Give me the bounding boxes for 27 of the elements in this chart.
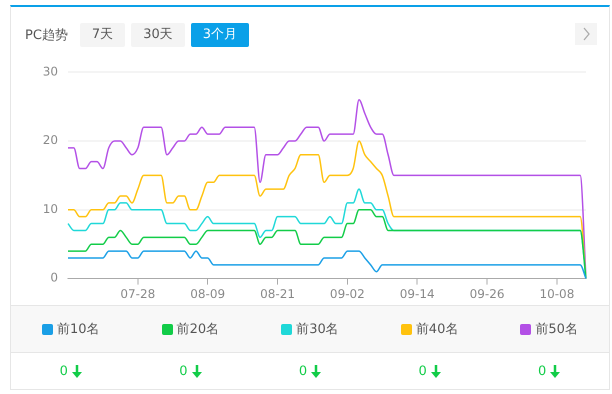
text: 7天 <box>80 23 126 47</box>
text: 0 <box>60 364 68 378</box>
text: 0 <box>298 364 308 378</box>
y-tick-label: 10 <box>42 202 58 216</box>
x-tick-label: 08-21 <box>260 286 295 301</box>
chart-title: PC趋势 <box>25 27 68 44</box>
line-series <box>67 209 587 279</box>
x-tick-label: 08-09 <box>190 286 226 301</box>
text: 0 <box>538 364 546 378</box>
y-tick-label: 30 <box>42 64 58 78</box>
x-tick-label: 09-26 <box>470 286 504 301</box>
text: 0 <box>179 364 188 378</box>
legend-label: 前30名 <box>296 321 339 338</box>
line-series <box>67 250 587 279</box>
legend-label: 前10名 <box>57 321 100 338</box>
legend-label: 前50名 <box>535 321 578 338</box>
text: 3个月 <box>190 23 250 47</box>
y-tick-label: 20 <box>42 133 58 148</box>
legend-label: 前20名 <box>176 321 220 338</box>
text: 0 <box>418 364 427 378</box>
text: 30天 <box>131 23 185 47</box>
x-tick-label: 09-14 <box>400 286 435 301</box>
x-tick-label: 09-02 <box>330 286 365 301</box>
x-tick-label: 07-28 <box>120 286 156 301</box>
x-tick-label: 10-08 <box>539 286 574 301</box>
y-tick-label: 0 <box>50 270 58 285</box>
legend-label: 前40名 <box>416 321 458 338</box>
